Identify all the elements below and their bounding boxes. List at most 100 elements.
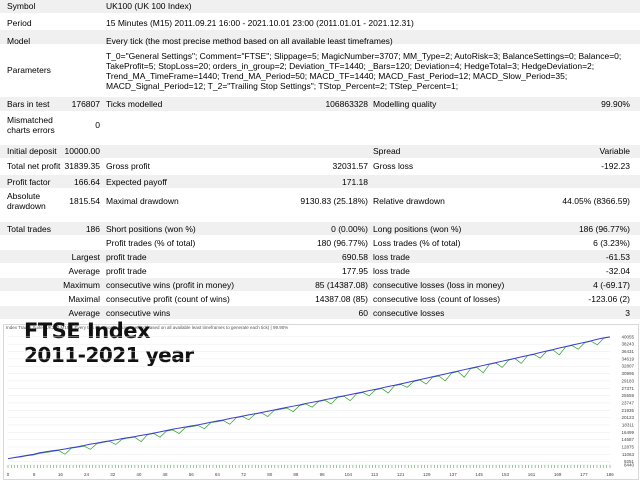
- abs-dd-value: 1815.54: [69, 196, 100, 206]
- mismatch-value: 0: [95, 120, 100, 130]
- long-label: Long positions (won %): [373, 224, 462, 234]
- gross-loss-label: Gross loss: [373, 161, 414, 171]
- ticks-label: Ticks modelled: [106, 99, 163, 109]
- spread-label: Spread: [373, 146, 401, 156]
- quality-label: Modelling quality: [373, 99, 437, 109]
- gross-profit-label: Gross profit: [106, 161, 150, 171]
- average-label: Average: [68, 266, 100, 276]
- y-tick-label: 27371: [621, 386, 634, 391]
- net-profit-value: 31839.35: [64, 161, 100, 171]
- row-drawdown: Absolute drawdown 1815.54 Maximal drawdo…: [0, 189, 640, 212]
- y-tick-label: 38243: [621, 342, 634, 347]
- row-bars: Bars in test 176807 Ticks modelled 10686…: [0, 97, 640, 111]
- row-period: Period 15 Minutes (M15) 2011.09.21 16:00…: [0, 13, 640, 28]
- x-tick-label: 121: [397, 472, 405, 477]
- net-profit-label: Total net profit: [7, 161, 61, 171]
- abs-dd-label-1: Absolute: [7, 191, 41, 201]
- x-tick-label: 96: [320, 472, 326, 477]
- balance-chart: Index Trader Suite (UK100,M15) | Every t…: [3, 319, 639, 480]
- y-tick-label: 34619: [621, 356, 634, 361]
- model-label: Model: [7, 36, 31, 46]
- x-tick-label: 24: [84, 472, 90, 477]
- avg-cons-label: Average: [68, 308, 100, 318]
- max-cons-losses-value: 4 (-69.17): [593, 280, 630, 290]
- row-average: Average profit trade 177.95 loss trade -…: [0, 264, 640, 277]
- avg-cons-wins-value: 60: [358, 308, 368, 318]
- y-tick-label: 11063: [622, 452, 635, 457]
- max-cons-wins-value: 85 (14387.08): [315, 280, 368, 290]
- gross-loss-value: -192.23: [601, 161, 630, 171]
- x-tick-label: 137: [449, 472, 457, 477]
- spread-value: Variable: [599, 146, 630, 156]
- chart-plot: 40055 38243 36431 34619 32807 30995 29183 27371…: [7, 334, 635, 477]
- row-symbol: Symbol UK100 (UK 100 Index): [0, 0, 640, 13]
- x-tick-label: 161: [528, 472, 536, 477]
- symbol-value: UK100 (UK 100 Index): [106, 1, 192, 11]
- row-avg-consecutive: Average consecutive wins 60 consecutive …: [0, 306, 640, 319]
- profit-factor-label: Profit factor: [7, 177, 51, 187]
- balance-line: [7, 336, 611, 460]
- max-cons-losses-label: consecutive losses (loss in money): [373, 280, 505, 290]
- row-maximum: Maximum consecutive wins (profit in mone…: [0, 278, 640, 291]
- y-tick-label: 16499: [621, 430, 634, 435]
- bars-value: 176807: [71, 99, 100, 109]
- y-tick-label: 36431: [621, 349, 634, 354]
- avg-cons-losses-value: 3: [625, 308, 630, 318]
- maximal-loss-label: consecutive loss (count of losses): [373, 294, 501, 304]
- parameters-line-4: MACD_Signal_Period=12; T_2="Trailing Sto…: [106, 81, 459, 91]
- maximal-profit-value: 14387.08 (85): [315, 294, 368, 304]
- y-tick-label: 29183: [621, 378, 634, 383]
- y-tick-label: 32807: [621, 364, 634, 369]
- profit-factor-value: 166.64: [74, 177, 100, 187]
- row-profit-factor: Profit factor 166.64 Expected payoff 171…: [0, 175, 640, 188]
- x-tick-label: 129: [423, 472, 431, 477]
- ticks-value: 106863328: [325, 99, 368, 109]
- parameters-line-2: TakeProfit=5; StopLoss=20; orders_in_gro…: [106, 61, 595, 71]
- avg-cons-losses-label: consecutive losses: [373, 308, 445, 318]
- x-tick-label: 88: [293, 472, 299, 477]
- y-tick-label: 40055: [621, 334, 634, 339]
- chart-header: Index Trader Suite (UK100,M15) | Every t…: [6, 325, 289, 330]
- x-tick-label: 186: [606, 472, 614, 477]
- row-model: Model Every tick (the most precise metho…: [0, 30, 640, 46]
- y-tick-label: 14687: [621, 437, 634, 442]
- x-tick-label: 40: [136, 472, 142, 477]
- expected-payoff-label: Expected payoff: [106, 177, 167, 187]
- y-tick-label: 12875: [621, 445, 634, 450]
- row-parameters: Parameters T_0="General Settings"; Comme…: [0, 46, 640, 92]
- equity-line: [7, 336, 611, 460]
- short-value: 0 (0.00%): [331, 224, 368, 234]
- y-tick-label: 23747: [621, 400, 634, 405]
- row-maximal: Maximal consecutive profit (count of win…: [0, 292, 640, 305]
- x-tick-label: 72: [241, 472, 247, 477]
- x-tick-label: 80: [267, 472, 273, 477]
- x-tick-label: 16: [58, 472, 64, 477]
- model-value: Every tick (the most precise method base…: [106, 36, 393, 46]
- x-tick-label: 145: [475, 472, 483, 477]
- row-total-trades: Total trades 186 Short positions (won %)…: [0, 222, 640, 235]
- average-loss-label: loss trade: [373, 266, 410, 276]
- x-tick-label: 169: [554, 472, 562, 477]
- maximal-loss-value: -123.06 (2): [588, 294, 630, 304]
- test-report: Symbol UK100 (UK 100 Index) Period 15 Mi…: [0, 0, 640, 319]
- row-net-profit: Total net profit 31839.35 Gross profit 3…: [0, 159, 640, 172]
- maximal-profit-label: consecutive profit (count of wins): [106, 294, 230, 304]
- row-largest: Largest profit trade 690.58 loss trade -…: [0, 250, 640, 263]
- y-tick-label: 20123: [621, 415, 634, 420]
- x-tick-label: 177: [580, 472, 588, 477]
- average-loss-value: -32.04: [605, 266, 630, 276]
- max-dd-value: 9130.83 (25.18%): [300, 196, 368, 206]
- row-mismatch: Mismatched charts errors 0: [0, 112, 640, 138]
- initial-deposit-label: Initial deposit: [7, 146, 57, 156]
- rel-dd-value: 44.05% (8366.59): [562, 196, 630, 206]
- total-trades-label: Total trades: [7, 224, 51, 234]
- overlay-title-line-1: FTSE Index: [24, 319, 151, 343]
- loss-trades-value: 6 (3.23%): [593, 238, 630, 248]
- largest-label: Largest: [71, 252, 100, 262]
- largest-profit-label: profit trade: [106, 252, 147, 262]
- largest-profit-value: 690.58: [342, 252, 368, 262]
- abs-dd-label-2: drawdown: [7, 201, 46, 211]
- max-cons-wins-label: consecutive wins (profit in money): [106, 280, 235, 290]
- loss-trades-label: Loss trades (% of total): [373, 238, 461, 248]
- short-label: Short positions (won %): [106, 224, 196, 234]
